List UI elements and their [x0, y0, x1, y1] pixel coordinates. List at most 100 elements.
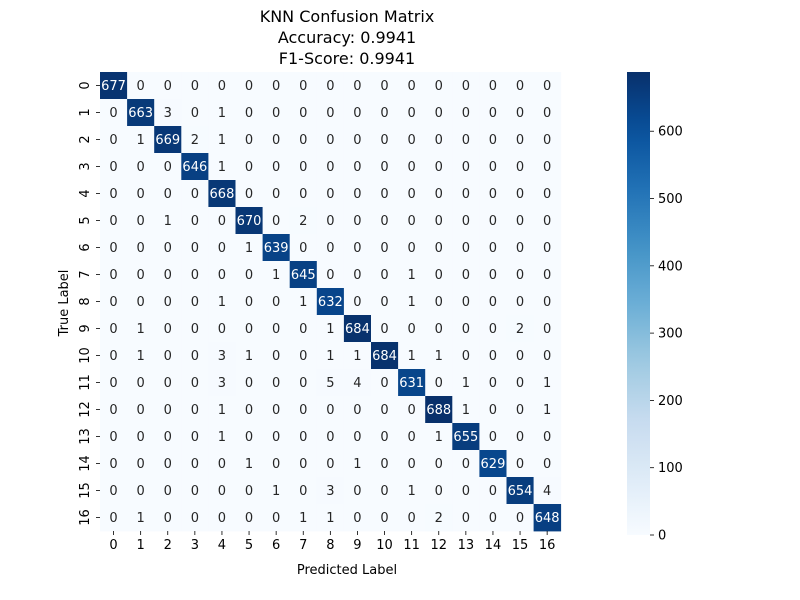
cell-value-label: 0: [462, 187, 470, 202]
heatmap-cell: [533, 126, 562, 154]
cell-value-label: 0: [489, 511, 497, 526]
cell-value-label: 1: [408, 295, 416, 310]
heatmap-cell: [506, 180, 534, 208]
heatmap-cell: [479, 207, 507, 235]
x-tick-label: 9: [353, 538, 361, 553]
heatmap-cell: [398, 504, 426, 532]
heatmap-cell: [371, 72, 399, 100]
heatmap-cell: [100, 288, 128, 316]
cell-value-label: 0: [380, 295, 388, 310]
heatmap-cell: [479, 315, 507, 343]
cell-value-label: 688: [426, 403, 451, 418]
cell-value-label: 0: [435, 79, 443, 94]
cell-value-label: 0: [408, 79, 416, 94]
cell-value-label: 0: [380, 484, 388, 499]
cell-value-label: 0: [245, 187, 253, 202]
heatmap-cell: [371, 369, 399, 397]
cell-value-label: 3: [326, 484, 334, 499]
heatmap-cell: [479, 261, 507, 289]
heatmap-cell: [154, 504, 182, 532]
heatmap-cell: [100, 315, 128, 343]
cell-value-label: 0: [380, 403, 388, 418]
cell-value-label: 0: [353, 79, 361, 94]
cell-value-label: 0: [408, 403, 416, 418]
cell-value-label: 0: [462, 79, 470, 94]
cell-value-label: 1: [326, 322, 334, 337]
heatmap-cell: [479, 504, 507, 532]
heatmap-cell: [235, 396, 263, 424]
heatmap-cell: [127, 369, 155, 397]
cell-value-label: 1: [245, 457, 253, 472]
heatmap-cell: [127, 207, 155, 235]
heatmap-cell: [208, 315, 236, 343]
heatmap-cell: [262, 153, 291, 181]
cell-value-label: 0: [191, 403, 199, 418]
heatmap-cell: [343, 477, 372, 505]
y-tick-label: 1: [78, 108, 93, 116]
cell-value-label: 1: [326, 511, 334, 526]
heatmap-cell: [479, 396, 507, 424]
heatmap-cell: [479, 99, 507, 127]
cell-value-label: 1: [462, 403, 470, 418]
heatmap-cell: [127, 423, 155, 451]
cell-value-label: 0: [218, 322, 226, 337]
heatmap-annotations: 677 0 0 0 0 0 0 0 0 0 0 0 0 0 0 0 0 0 663 3 0 1 0 0 0 0 0 0 0 0 0 0 0 0 0 1…: [101, 79, 559, 526]
cell-value-label: 0: [353, 511, 361, 526]
heatmap-cell: [398, 99, 426, 127]
cell-value-label: 0: [408, 457, 416, 472]
cell-value-label: 0: [489, 484, 497, 499]
heatmap-cell: [452, 477, 480, 505]
cell-value-label: 0: [218, 214, 226, 229]
cell-value-label: 0: [245, 133, 253, 148]
cell-value-label: 0: [299, 187, 307, 202]
cell-value-label: 0: [218, 241, 226, 256]
heatmap-cell: [425, 288, 453, 316]
x-tick-label: 6: [272, 538, 280, 553]
cell-value-label: 0: [353, 106, 361, 121]
heatmap-cell: [506, 99, 534, 127]
cell-value-label: 0: [164, 295, 172, 310]
heatmap-cell: [154, 261, 182, 289]
cell-value-label: 0: [191, 241, 199, 256]
heatmap-cell: [479, 180, 507, 208]
heatmap-cell: [371, 315, 399, 343]
heatmap-cell: [235, 288, 263, 316]
cell-value-label: 0: [353, 484, 361, 499]
heatmap-cell: [262, 477, 291, 505]
heatmap-cell: [371, 504, 399, 532]
cell-value-label: 0: [353, 403, 361, 418]
heatmap-cell: [235, 423, 263, 451]
heatmap-cell: [154, 126, 182, 154]
heatmap-cell: [371, 99, 399, 127]
heatmap-cell: [235, 99, 263, 127]
cell-value-label: 0: [109, 268, 117, 283]
heatmap-cell: [479, 342, 507, 370]
heatmap-cell: [425, 180, 453, 208]
cell-value-label: 2: [435, 511, 443, 526]
heatmap-cell: [533, 153, 562, 181]
cell-value-label: 0: [326, 133, 334, 148]
heatmap-cell: [127, 315, 155, 343]
heatmap-cell: [262, 423, 291, 451]
cell-value-label: 0: [109, 403, 117, 418]
heatmap-cell: [343, 153, 372, 181]
cell-value-label: 0: [164, 268, 172, 283]
cell-value-label: 0: [462, 160, 470, 175]
heatmap-cell: [208, 126, 236, 154]
heatmap-cell: [371, 396, 399, 424]
heatmap-cell: [506, 477, 534, 505]
heatmap-cell: [208, 261, 236, 289]
heatmap-cell: [181, 315, 209, 343]
y-axis-label: True Label: [57, 270, 72, 338]
x-tick-label: 8: [326, 538, 334, 553]
heatmap-cell: [235, 477, 263, 505]
heatmap-cell: [235, 504, 263, 532]
cell-value-label: 1: [299, 295, 307, 310]
heatmap-cell: [262, 207, 291, 235]
cell-value-label: 1: [245, 241, 253, 256]
cell-value-label: 0: [164, 403, 172, 418]
heatmap-cell: [100, 99, 128, 127]
cell-value-label: 0: [218, 484, 226, 499]
heatmap-cell: [479, 423, 507, 451]
cell-value-label: 1: [137, 511, 145, 526]
